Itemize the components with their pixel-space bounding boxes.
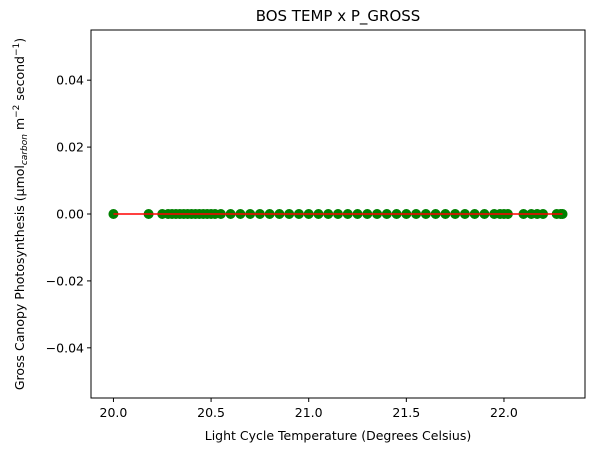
y-tick-label: −0.02 — [46, 273, 84, 288]
y-tick-label: 0.02 — [56, 140, 84, 155]
y-axis: 0.04 0.02 0.00 −0.02 −0.04 — [46, 73, 91, 355]
x-tick-label: 21.5 — [392, 405, 420, 420]
y-tick-label: −0.04 — [46, 340, 84, 355]
x-tick-label: 20.0 — [100, 405, 128, 420]
x-axis-label: Light Cycle Temperature (Degrees Celsius… — [205, 428, 472, 443]
chart-title: BOS TEMP x P_GROSS — [256, 7, 421, 26]
y-axis-label: Gross Canopy Photosynthesis (μmolcarbon … — [12, 38, 30, 390]
y-tick-label: 0.00 — [56, 207, 84, 222]
plot-marks — [108, 209, 568, 219]
x-axis: 20.0 20.5 21.0 21.5 22.0 — [100, 398, 518, 420]
x-tick-label: 22.0 — [490, 405, 518, 420]
y-tick-label: 0.04 — [56, 73, 84, 88]
x-tick-label: 21.0 — [295, 405, 323, 420]
x-tick-label: 20.5 — [197, 405, 225, 420]
